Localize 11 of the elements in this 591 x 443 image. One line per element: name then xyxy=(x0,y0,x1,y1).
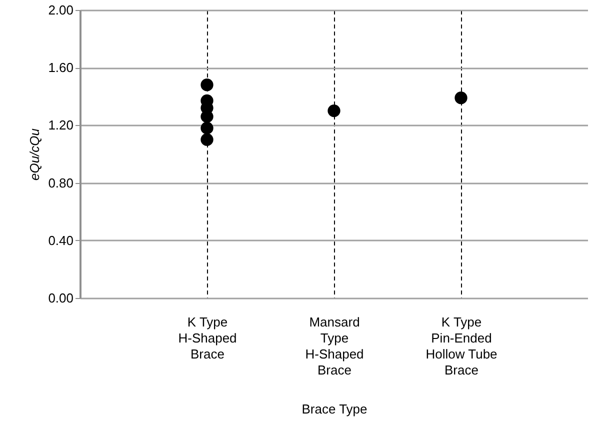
y-tick-label: 0.00 xyxy=(48,290,74,306)
x-tick-label: K Type H-Shaped Brace xyxy=(178,314,237,362)
y-tick-label: 1.20 xyxy=(48,118,74,133)
x-axis-title: Brace Type xyxy=(302,402,368,416)
y-tick-label: 0.40 xyxy=(48,232,74,248)
x-tick-label: Mansard Type H-Shaped Brace xyxy=(305,314,364,378)
y-tick-label: 2.00 xyxy=(48,2,74,18)
y-tick-label: 1.60 xyxy=(48,60,74,76)
y-axis-title: eQu/cQu xyxy=(27,128,42,181)
x-tick-label: K Type Pin-Ended Hollow Tube Brace xyxy=(426,314,498,378)
y-tick-label: 0.80 xyxy=(48,175,74,190)
